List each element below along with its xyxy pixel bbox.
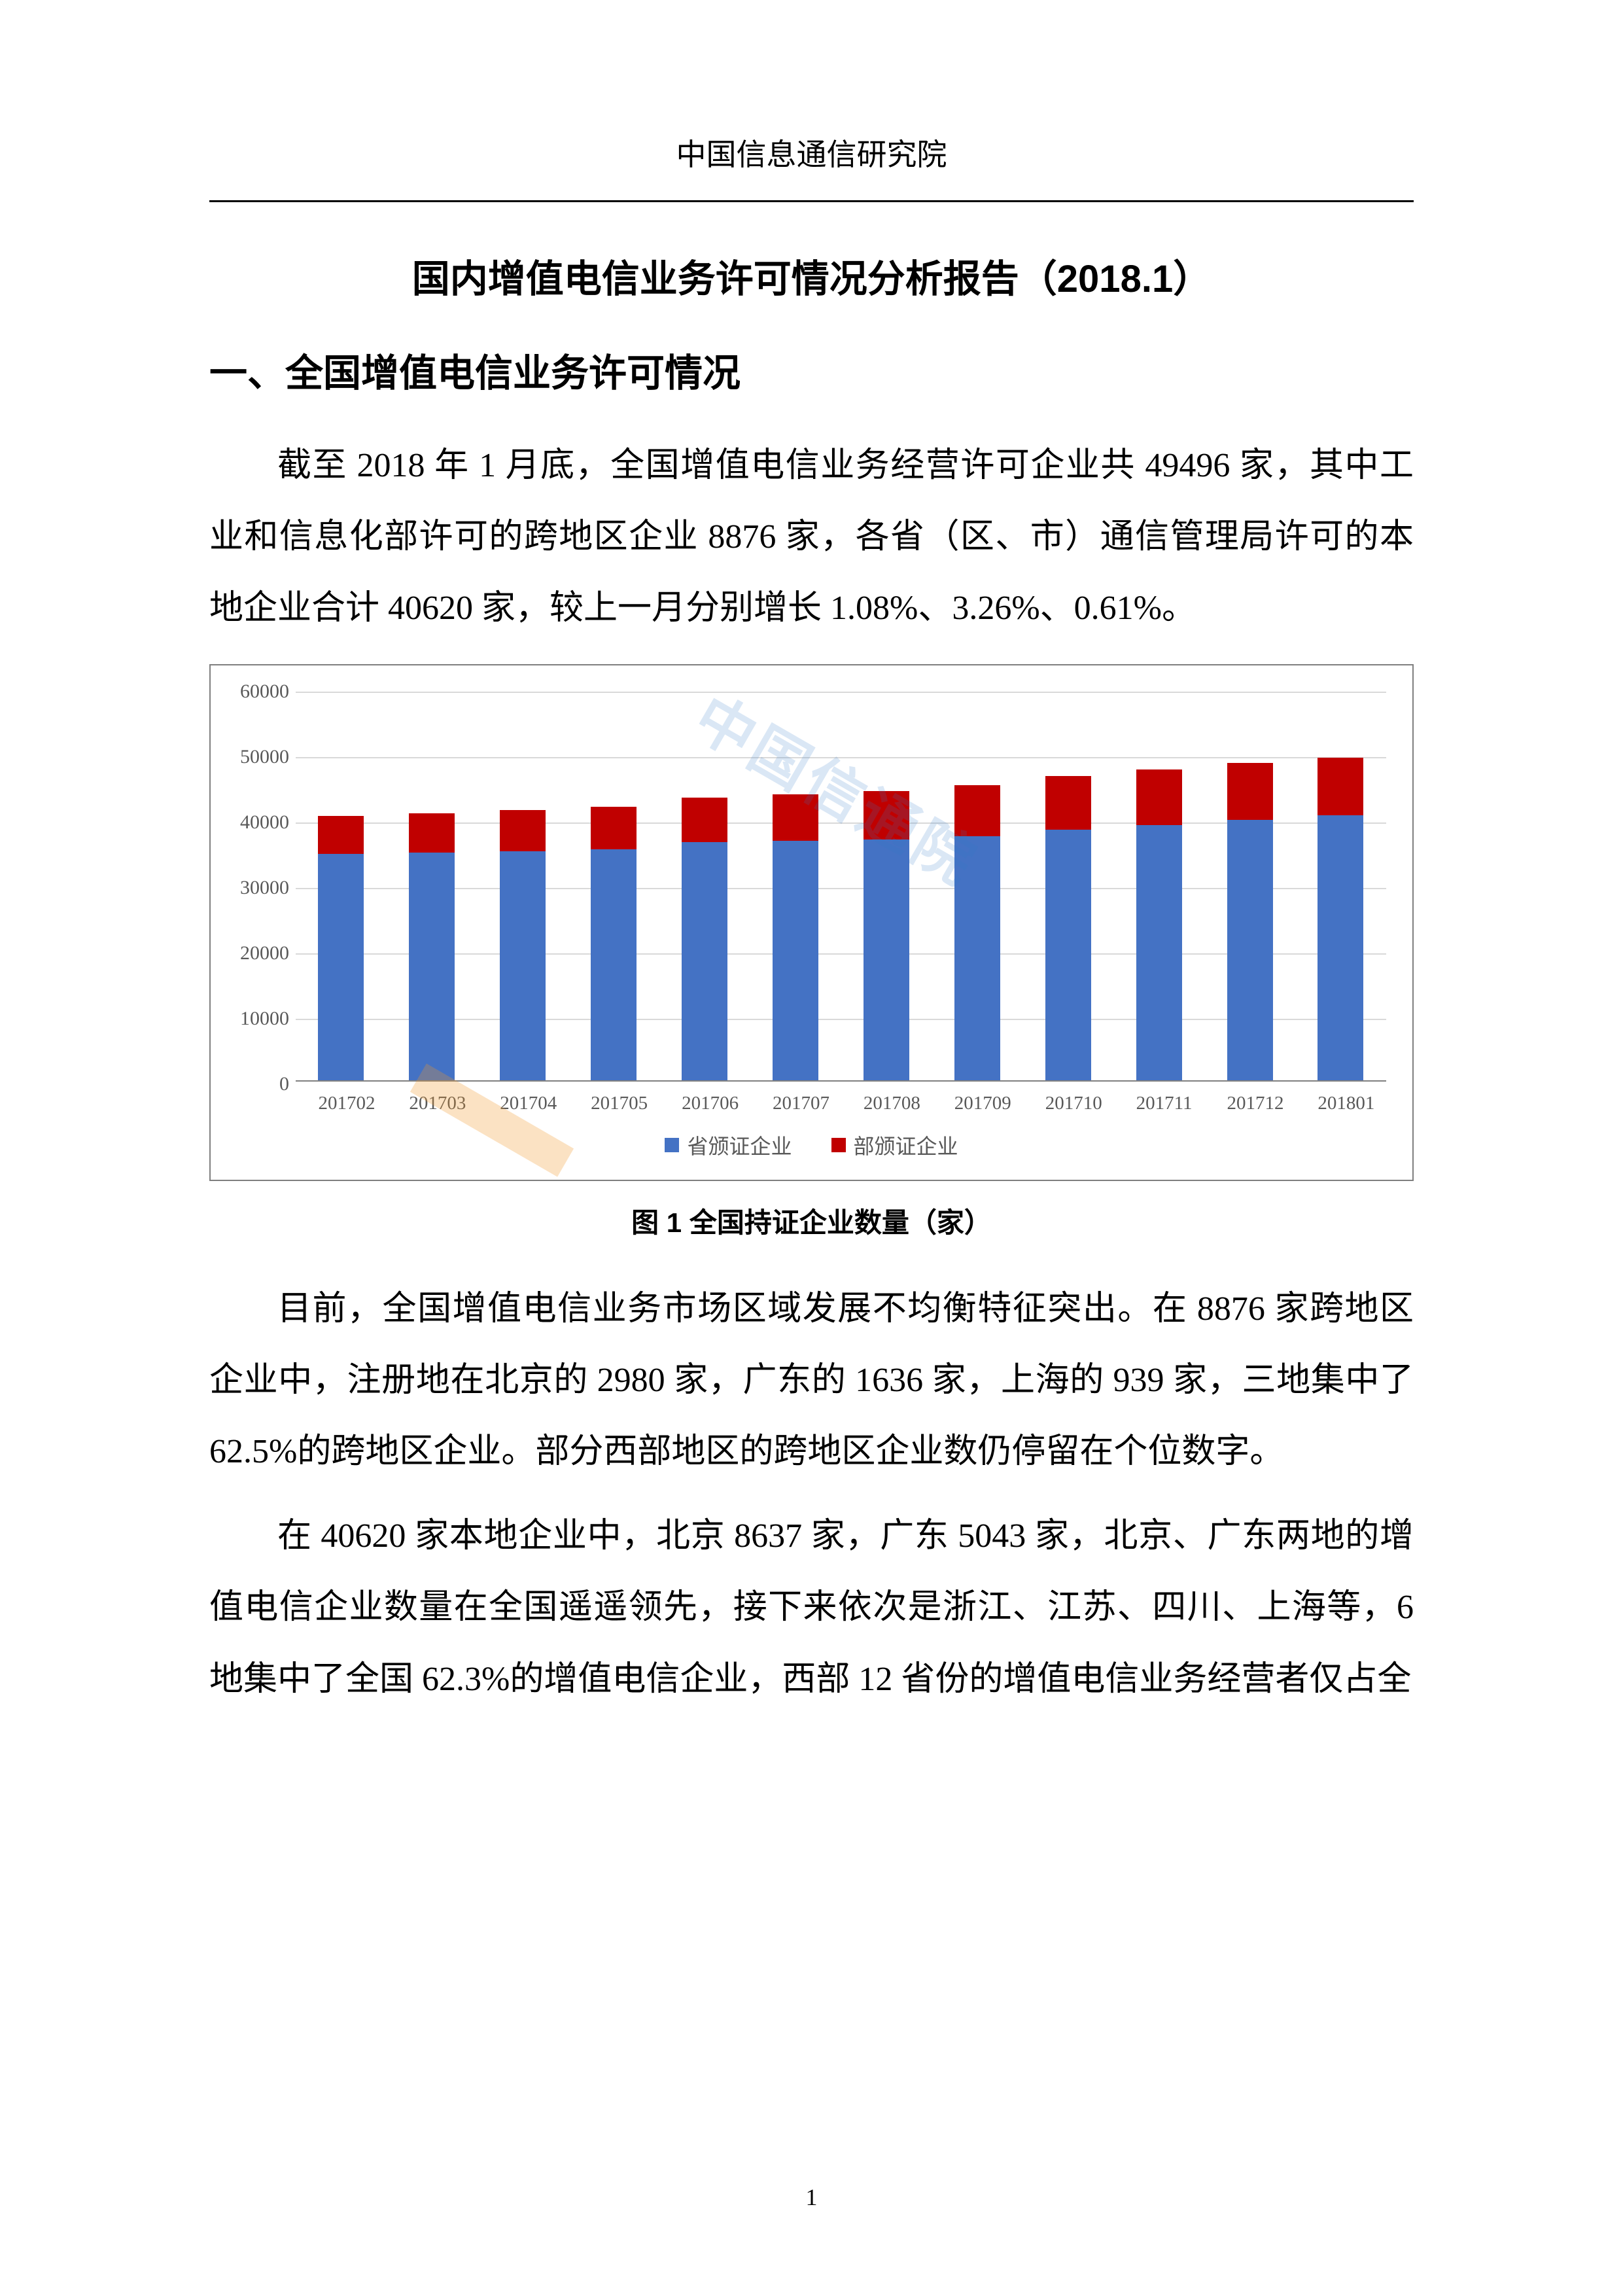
chart-bars <box>296 692 1386 1082</box>
x-tick-label: 201712 <box>1227 1093 1273 1114</box>
bar-segment-provincial <box>318 854 364 1082</box>
bar-segment-ministry <box>1227 763 1273 820</box>
report-title: 国内增值电信业务许可情况分析报告（2018.1） <box>209 248 1414 303</box>
bar-group <box>591 807 637 1082</box>
bar-segment-ministry <box>591 807 637 849</box>
paragraph-3: 在 40620 家本地企业中，北京 8637 家，广东 5043 家，北京、广东… <box>209 1500 1414 1715</box>
bar-group <box>1227 763 1273 1082</box>
y-tick-label: 40000 <box>211 811 289 834</box>
bar-segment-ministry <box>954 785 1000 836</box>
bar-group <box>682 798 727 1082</box>
y-tick-label: 20000 <box>211 942 289 964</box>
legend-swatch <box>831 1138 846 1152</box>
page: 中国信息通信研究院 国内增值电信业务许可情况分析报告（2018.1） 一、全国增… <box>0 0 1623 2296</box>
legend-label: 部颁证企业 <box>854 1130 958 1160</box>
bar-segment-ministry <box>409 813 455 853</box>
x-tick-label: 201708 <box>864 1093 909 1114</box>
y-tick-label: 60000 <box>211 680 289 703</box>
bar-segment-ministry <box>773 794 818 841</box>
bar-segment-ministry <box>318 816 364 854</box>
bar-segment-provincial <box>591 849 637 1082</box>
x-tick-label: 201709 <box>954 1093 1000 1114</box>
x-tick-label: 201704 <box>500 1093 546 1114</box>
bar-group <box>500 810 546 1082</box>
x-tick-label: 201711 <box>1136 1093 1182 1114</box>
section-1-heading: 一、全国增值电信业务许可情况 <box>209 342 1414 397</box>
bar-segment-provincial <box>409 853 455 1082</box>
bar-segment-provincial <box>500 851 546 1082</box>
bar-group <box>1136 769 1182 1082</box>
paragraph-2: 目前，全国增值电信业务市场区域发展不均衡特征突出。在 8876 家跨地区企业中，… <box>209 1273 1414 1488</box>
bar-segment-provincial <box>1136 825 1182 1082</box>
x-tick-label: 201710 <box>1045 1093 1091 1114</box>
x-tick-label: 201703 <box>409 1093 455 1114</box>
chart-x-labels: 201702 201703 201704 201705 201706 201707 2017… <box>296 1093 1386 1114</box>
y-tick-label: 10000 <box>211 1008 289 1030</box>
x-tick-label: 201705 <box>591 1093 637 1114</box>
chart-legend: 省颁证企业 部颁证企业 <box>211 1130 1412 1160</box>
chart-plot-area <box>296 692 1386 1082</box>
legend-item: 部颁证企业 <box>831 1130 958 1160</box>
bar-segment-ministry <box>1318 758 1363 816</box>
y-tick-label: 0 <box>211 1073 289 1095</box>
bar-segment-provincial <box>1045 830 1091 1082</box>
legend-swatch <box>665 1138 679 1152</box>
bar-segment-provincial <box>1227 820 1273 1082</box>
chart-figure-1: 0100002000030000400005000060000 20170220… <box>209 664 1414 1181</box>
bar-segment-provincial <box>682 842 727 1082</box>
y-tick-label: 50000 <box>211 746 289 768</box>
x-tick-label: 201706 <box>682 1093 727 1114</box>
legend-item: 省颁证企业 <box>665 1130 792 1160</box>
paragraph-1: 截至 2018 年 1 月底，全国增值电信业务经营许可企业共 49496 家，其… <box>209 430 1414 645</box>
bar-segment-provincial <box>773 841 818 1082</box>
x-tick-label: 201801 <box>1318 1093 1363 1114</box>
legend-label: 省颁证企业 <box>687 1130 792 1160</box>
bar-segment-provincial <box>864 839 909 1082</box>
x-tick-label: 201707 <box>773 1093 818 1114</box>
header-rule <box>209 200 1414 202</box>
page-number: 1 <box>0 2183 1623 2211</box>
bar-segment-provincial <box>954 836 1000 1082</box>
bar-segment-ministry <box>864 791 909 839</box>
bar-group <box>1045 776 1091 1082</box>
bar-segment-ministry <box>1136 769 1182 825</box>
bar-group <box>773 794 818 1082</box>
bar-segment-ministry <box>1045 776 1091 830</box>
bar-segment-ministry <box>682 798 727 842</box>
bar-group <box>1318 758 1363 1082</box>
bar-group <box>409 813 455 1082</box>
chart-x-axis <box>296 1080 1386 1082</box>
org-header: 中国信息通信研究院 <box>209 131 1414 174</box>
chart-caption: 图 1 全国持证企业数量（家） <box>209 1201 1414 1241</box>
bar-group <box>318 816 364 1082</box>
bar-group <box>954 785 1000 1082</box>
bar-segment-provincial <box>1318 815 1363 1081</box>
bar-segment-ministry <box>500 810 546 851</box>
y-tick-label: 30000 <box>211 877 289 899</box>
x-tick-label: 201702 <box>318 1093 364 1114</box>
bar-group <box>864 791 909 1082</box>
